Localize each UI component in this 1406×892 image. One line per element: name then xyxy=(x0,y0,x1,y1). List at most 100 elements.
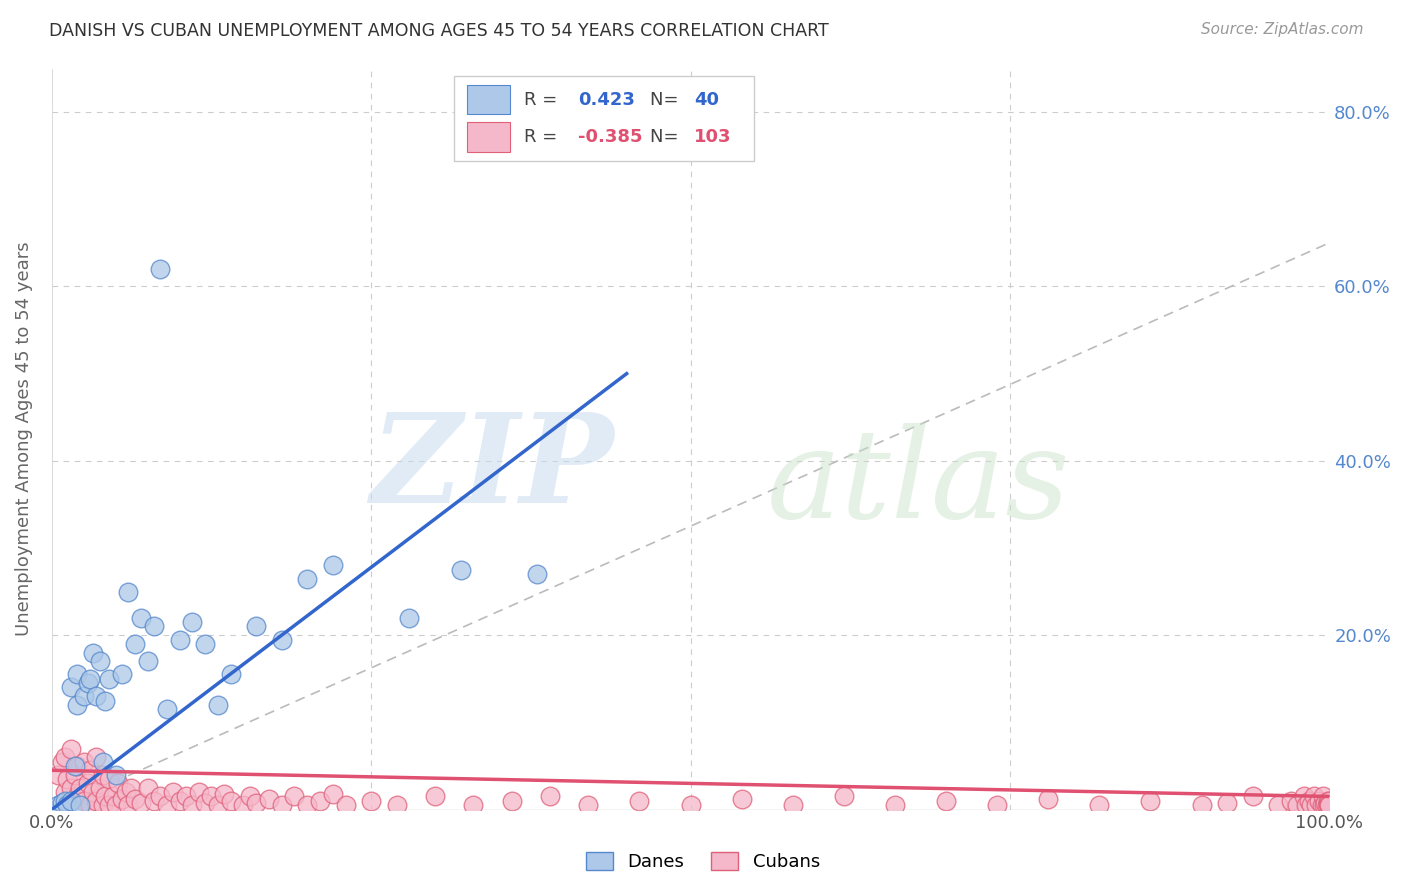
Point xyxy=(335,798,357,813)
Point xyxy=(463,798,485,813)
Point xyxy=(162,785,184,799)
Point xyxy=(1216,796,1239,810)
Point xyxy=(782,798,804,813)
Point xyxy=(94,789,117,804)
Point xyxy=(1317,798,1340,813)
Point xyxy=(1292,789,1315,804)
Point xyxy=(66,698,89,712)
Point xyxy=(169,632,191,647)
Point xyxy=(1298,794,1320,808)
Point xyxy=(111,667,134,681)
Point xyxy=(107,776,129,790)
Point xyxy=(86,794,108,808)
Point xyxy=(1191,798,1213,813)
Point xyxy=(59,681,82,695)
Point xyxy=(142,619,165,633)
Point xyxy=(239,789,262,804)
Point xyxy=(53,750,76,764)
Point xyxy=(1305,798,1327,813)
Point xyxy=(59,741,82,756)
Point xyxy=(1267,798,1289,813)
Point xyxy=(1317,798,1340,813)
Point xyxy=(832,789,855,804)
Point xyxy=(149,789,172,804)
Point xyxy=(66,759,89,773)
Point xyxy=(207,798,229,813)
Point xyxy=(79,672,101,686)
FancyBboxPatch shape xyxy=(467,85,510,114)
Point xyxy=(46,767,69,781)
Point xyxy=(46,798,69,813)
Point xyxy=(1316,798,1339,813)
Text: -0.385: -0.385 xyxy=(578,128,643,145)
Point xyxy=(986,798,1008,813)
Point xyxy=(1038,792,1060,806)
Point xyxy=(98,772,121,786)
Point xyxy=(82,646,104,660)
Point xyxy=(1317,794,1340,808)
Point xyxy=(257,792,280,806)
Point xyxy=(309,794,332,808)
Point xyxy=(181,798,204,813)
Point xyxy=(200,789,222,804)
Point xyxy=(385,798,408,813)
Point xyxy=(66,667,89,681)
Point xyxy=(91,798,114,813)
Point xyxy=(104,798,127,813)
Point xyxy=(142,794,165,808)
Text: DANISH VS CUBAN UNEMPLOYMENT AMONG AGES 45 TO 54 YEARS CORRELATION CHART: DANISH VS CUBAN UNEMPLOYMENT AMONG AGES … xyxy=(49,22,830,40)
Point xyxy=(1317,798,1340,813)
Point xyxy=(297,572,319,586)
Point xyxy=(120,780,142,795)
Y-axis label: Unemployment Among Ages 45 to 54 years: Unemployment Among Ages 45 to 54 years xyxy=(15,242,32,636)
Text: 0.423: 0.423 xyxy=(578,91,636,109)
Point xyxy=(212,787,235,801)
Point xyxy=(423,789,446,804)
Point xyxy=(194,637,217,651)
Point xyxy=(98,672,121,686)
Point xyxy=(1308,794,1330,808)
Point xyxy=(270,632,292,647)
Point xyxy=(576,798,599,813)
Point xyxy=(174,789,197,804)
Point xyxy=(89,654,111,668)
Point xyxy=(79,798,101,813)
Point xyxy=(1315,796,1337,810)
Point xyxy=(86,690,108,704)
Point xyxy=(219,667,242,681)
Point xyxy=(156,798,179,813)
Point xyxy=(245,619,267,633)
Point xyxy=(94,693,117,707)
FancyBboxPatch shape xyxy=(467,122,510,152)
Point xyxy=(91,767,114,781)
Point xyxy=(51,755,73,769)
Point xyxy=(73,690,96,704)
Point xyxy=(1279,794,1302,808)
Point xyxy=(219,794,242,808)
Point xyxy=(76,776,98,790)
Point xyxy=(245,796,267,810)
Point xyxy=(69,780,91,795)
Text: R =: R = xyxy=(524,91,564,109)
Text: N=: N= xyxy=(650,91,683,109)
Point xyxy=(51,796,73,810)
Point xyxy=(156,702,179,716)
Point xyxy=(1295,798,1317,813)
Point xyxy=(73,755,96,769)
Point xyxy=(1088,798,1111,813)
Point xyxy=(98,798,121,813)
Point xyxy=(297,798,319,813)
Point xyxy=(730,792,752,806)
Point xyxy=(1317,798,1340,813)
Point xyxy=(194,796,217,810)
FancyBboxPatch shape xyxy=(454,76,755,161)
Point xyxy=(124,637,146,651)
Point xyxy=(59,794,82,808)
Point xyxy=(181,615,204,629)
Point xyxy=(883,798,905,813)
Point xyxy=(117,584,139,599)
Text: 40: 40 xyxy=(695,91,720,109)
Point xyxy=(149,262,172,277)
Point xyxy=(450,563,472,577)
Point xyxy=(679,798,702,813)
